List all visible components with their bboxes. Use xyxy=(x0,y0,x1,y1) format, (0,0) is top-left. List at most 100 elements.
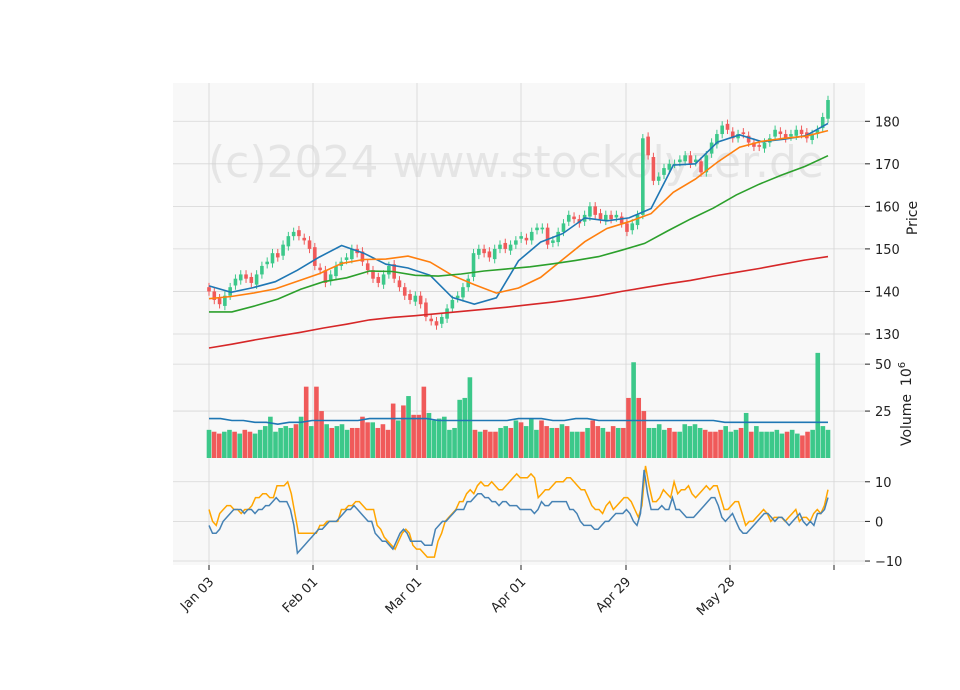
volume-bar xyxy=(621,427,626,458)
volume-bar xyxy=(820,426,826,458)
volume-bar xyxy=(646,427,652,458)
volume-bar xyxy=(764,431,769,458)
candle-body xyxy=(826,100,830,119)
candle-body xyxy=(376,276,381,283)
volume-bar xyxy=(559,424,565,458)
candle-body xyxy=(207,287,211,292)
volume-bar xyxy=(401,405,406,458)
volume-bar xyxy=(528,418,534,458)
watermark: (c)2024 www.stockolyzer.de xyxy=(208,137,824,188)
candle-body xyxy=(625,223,629,232)
volume-bar xyxy=(544,426,549,458)
volume-bar xyxy=(498,427,503,458)
candle-body xyxy=(757,145,762,147)
volume-bar xyxy=(708,431,713,458)
volume-bar xyxy=(774,429,780,458)
candle-body xyxy=(556,231,560,243)
candle-body xyxy=(752,142,756,147)
volume-bar xyxy=(278,427,283,458)
candle-body xyxy=(223,295,227,306)
x-tick-label: Feb 01 xyxy=(280,575,322,617)
volume-bar xyxy=(493,431,498,458)
candle-body xyxy=(678,159,682,163)
candle-body xyxy=(260,265,264,275)
volume-series xyxy=(206,352,831,458)
moving-average-line-4 xyxy=(208,255,829,349)
volume-bar xyxy=(355,427,360,458)
candle-body xyxy=(238,274,243,281)
candle-body xyxy=(789,134,793,137)
volume-bar xyxy=(713,431,718,458)
volume-bar xyxy=(590,420,595,458)
candle-body xyxy=(439,316,444,324)
candle-body xyxy=(233,278,238,286)
volume-bar xyxy=(298,416,304,458)
volume-average-line xyxy=(209,417,828,426)
price-tick-label: 150 xyxy=(875,243,900,258)
candle-body xyxy=(212,291,217,300)
volume-bar xyxy=(810,429,815,458)
candle-body xyxy=(799,129,804,135)
candle-body xyxy=(635,214,640,226)
volume-bar xyxy=(800,435,805,458)
volume-bar xyxy=(406,396,411,458)
candle-body xyxy=(429,318,434,322)
volume-bar xyxy=(477,431,483,458)
x-tick-label: Mar 01 xyxy=(383,575,426,618)
candle-body xyxy=(514,240,518,245)
volume-bar xyxy=(651,427,657,458)
candle-body xyxy=(603,214,608,221)
candle-body xyxy=(535,227,539,231)
volume-bar xyxy=(580,431,585,458)
volume-bar xyxy=(232,431,237,458)
volume-bar xyxy=(549,427,555,458)
price-tick-label: 180 xyxy=(875,115,900,130)
volume-bar xyxy=(488,431,493,458)
volume-bar xyxy=(759,431,764,458)
volume-bar xyxy=(569,431,575,458)
volume-bar xyxy=(738,427,744,458)
candle-body xyxy=(551,240,555,243)
volume-bar xyxy=(283,426,289,458)
candle-body xyxy=(418,295,423,305)
volume-bar xyxy=(595,426,601,458)
volume-bar xyxy=(262,426,268,458)
volume-bar xyxy=(370,422,376,458)
candle-body xyxy=(572,216,576,220)
candle-body xyxy=(275,253,280,258)
volume-bar xyxy=(273,431,278,458)
candle-body xyxy=(270,253,275,264)
volume-bar xyxy=(615,427,621,458)
volume-bar xyxy=(314,386,319,458)
volume-bar xyxy=(416,414,422,458)
x-tick-label: Jan 03 xyxy=(177,575,217,615)
candle-body xyxy=(217,298,222,305)
candle-body xyxy=(455,295,460,299)
x-tick-label: Apr 01 xyxy=(488,575,529,616)
volume-bar xyxy=(728,431,734,458)
volume-bar xyxy=(472,429,478,458)
oscillator-series xyxy=(208,465,829,558)
candle-body xyxy=(540,227,545,230)
candle-body xyxy=(487,251,492,258)
x-tick-label: May 28 xyxy=(694,575,738,619)
candle-body xyxy=(434,321,439,326)
volume-bar xyxy=(754,426,759,458)
candle-body xyxy=(783,134,788,139)
candle-body xyxy=(746,135,751,143)
volume-bar xyxy=(667,427,672,458)
candle-body xyxy=(593,206,598,215)
moving-average-line-1 xyxy=(208,122,829,306)
volume-bar xyxy=(539,420,544,458)
volume-bar xyxy=(677,431,682,458)
candle-body xyxy=(461,287,465,298)
candle-body xyxy=(291,231,296,237)
volume-bar xyxy=(452,427,457,458)
volume-bar xyxy=(447,429,452,458)
volume-bar xyxy=(575,431,580,458)
candle-body xyxy=(699,161,703,173)
volume-bar xyxy=(784,431,790,458)
volume-bar xyxy=(554,427,560,458)
candle-body xyxy=(524,237,529,241)
